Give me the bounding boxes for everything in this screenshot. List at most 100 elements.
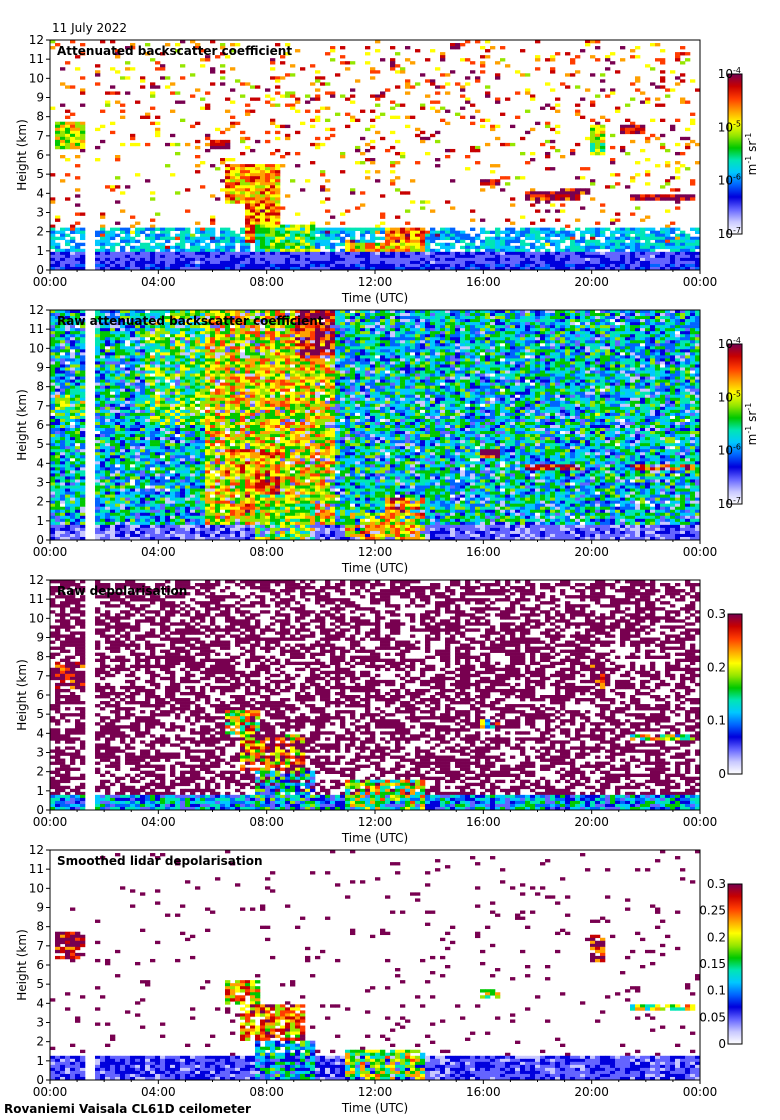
colorbar-tick-label: 0.05 bbox=[699, 1010, 726, 1024]
x-tick-label: 20:00 bbox=[574, 1085, 609, 1099]
x-axis-label: Time (UTC) bbox=[341, 291, 408, 305]
y-tick-label: 2 bbox=[36, 1035, 44, 1049]
colorbar bbox=[728, 884, 742, 1044]
x-tick-label: 04:00 bbox=[141, 815, 176, 829]
y-tick-label: 10 bbox=[29, 611, 44, 625]
colorbar-tick-label: 10-6 bbox=[718, 443, 741, 458]
x-tick-label: 00:00 bbox=[683, 1085, 718, 1099]
heatmap-field bbox=[50, 850, 700, 1080]
y-tick-label: 12 bbox=[29, 573, 44, 587]
y-tick-label: 0 bbox=[36, 533, 44, 547]
y-tick-label: 6 bbox=[36, 148, 44, 162]
y-tick-label: 1 bbox=[36, 244, 44, 258]
x-tick-label: 00:00 bbox=[33, 1085, 68, 1099]
y-tick-label: 7 bbox=[36, 399, 44, 413]
colorbar-frame bbox=[727, 73, 743, 235]
x-tick-label: 00:00 bbox=[33, 815, 68, 829]
colorbar-tick-label: 0.2 bbox=[707, 660, 726, 674]
y-tick-label: 8 bbox=[36, 650, 44, 664]
date-label: 11 July 2022 bbox=[52, 21, 127, 35]
panel-title: Smoothed lidar depolarisation bbox=[57, 854, 263, 868]
panel-title: Raw depolarisation bbox=[57, 584, 187, 598]
y-tick-label: 1 bbox=[36, 514, 44, 528]
y-tick-label: 7 bbox=[36, 669, 44, 683]
x-tick-label: 12:00 bbox=[358, 545, 393, 559]
y-tick-label: 8 bbox=[36, 920, 44, 934]
y-tick-label: 11 bbox=[29, 862, 44, 876]
colorbar-tick-label: 10-7 bbox=[718, 496, 741, 511]
y-tick-label: 3 bbox=[36, 1016, 44, 1030]
y-tick-label: 9 bbox=[36, 901, 44, 915]
y-tick-label: 10 bbox=[29, 341, 44, 355]
y-tick-label: 4 bbox=[36, 996, 44, 1010]
x-tick-label: 16:00 bbox=[466, 815, 501, 829]
y-tick-label: 11 bbox=[29, 592, 44, 606]
x-tick-label: 04:00 bbox=[141, 275, 176, 289]
x-tick-label: 00:00 bbox=[683, 275, 718, 289]
panel-1: Attenuated backscatter coefficient012345… bbox=[15, 33, 759, 305]
y-axis-label: Height (km) bbox=[15, 659, 29, 730]
y-tick-label: 3 bbox=[36, 746, 44, 760]
colorbar-tick-label: 0.1 bbox=[707, 714, 726, 728]
x-tick-label: 16:00 bbox=[466, 1085, 501, 1099]
colorbar bbox=[728, 614, 742, 774]
y-tick-label: 10 bbox=[29, 881, 44, 895]
colorbar bbox=[728, 74, 742, 234]
x-axis-label: Time (UTC) bbox=[341, 561, 408, 575]
y-tick-label: 3 bbox=[36, 206, 44, 220]
footer-label: Rovaniemi Vaisala CL61D ceilometer bbox=[4, 1102, 251, 1116]
y-tick-label: 2 bbox=[36, 495, 44, 509]
colorbar-tick-label: 0.25 bbox=[699, 904, 726, 918]
colorbar-tick-label: 0.3 bbox=[707, 607, 726, 621]
y-tick-label: 0 bbox=[36, 803, 44, 817]
y-tick-label: 7 bbox=[36, 129, 44, 143]
y-tick-label: 6 bbox=[36, 418, 44, 432]
y-tick-label: 0 bbox=[36, 263, 44, 277]
y-tick-label: 7 bbox=[36, 939, 44, 953]
colorbar-frame bbox=[727, 343, 743, 505]
x-tick-label: 12:00 bbox=[358, 1085, 393, 1099]
y-tick-label: 12 bbox=[29, 303, 44, 317]
colorbar-tick-label: 0.1 bbox=[707, 984, 726, 998]
colorbar-unit: m-1 sr-1 bbox=[744, 133, 759, 176]
colorbar bbox=[728, 344, 742, 504]
panel-2: Raw attenuated backscatter coefficient 0 1… bbox=[15, 303, 759, 575]
heatmap-field bbox=[50, 40, 700, 270]
colorbar-tick-label: 0.3 bbox=[707, 877, 726, 891]
x-tick-label: 00:00 bbox=[683, 545, 718, 559]
heatmap-field bbox=[50, 310, 700, 540]
panel-4: Smoothed lidar depolarisation01234567891… bbox=[15, 843, 743, 1115]
y-tick-label: 11 bbox=[29, 52, 44, 66]
x-axis-label: Time (UTC) bbox=[341, 1101, 408, 1115]
y-tick-label: 9 bbox=[36, 361, 44, 375]
y-tick-label: 5 bbox=[36, 707, 44, 721]
panels: Attenuated backscatter coefficient012345… bbox=[15, 33, 759, 1115]
y-tick-label: 3 bbox=[36, 476, 44, 490]
colorbar-tick-label: 10-4 bbox=[718, 66, 741, 81]
colorbar-frame bbox=[727, 883, 743, 1045]
colorbar-frame bbox=[727, 613, 743, 775]
y-tick-label: 4 bbox=[36, 726, 44, 740]
x-tick-label: 20:00 bbox=[574, 545, 609, 559]
y-axis-label: Height (km) bbox=[15, 389, 29, 460]
y-tick-label: 9 bbox=[36, 91, 44, 105]
colorbar-tick-label: 10-6 bbox=[718, 173, 741, 188]
x-axis-label: Time (UTC) bbox=[341, 831, 408, 845]
x-tick-label: 08:00 bbox=[249, 545, 284, 559]
y-tick-label: 9 bbox=[36, 631, 44, 645]
colorbar-tick-label: 0 bbox=[718, 1037, 726, 1051]
colorbar-tick-label: 10-5 bbox=[718, 389, 741, 404]
colorbar-tick-label: 10-4 bbox=[718, 336, 741, 351]
y-tick-label: 12 bbox=[29, 843, 44, 857]
colorbar-tick-label: 0 bbox=[718, 767, 726, 781]
x-tick-label: 20:00 bbox=[574, 815, 609, 829]
y-tick-label: 4 bbox=[36, 456, 44, 470]
x-tick-label: 12:00 bbox=[358, 815, 393, 829]
y-tick-label: 11 bbox=[29, 322, 44, 336]
x-tick-label: 08:00 bbox=[249, 275, 284, 289]
x-tick-label: 00:00 bbox=[33, 275, 68, 289]
x-tick-label: 20:00 bbox=[574, 275, 609, 289]
colorbar-tick-label: 10-5 bbox=[718, 119, 741, 134]
